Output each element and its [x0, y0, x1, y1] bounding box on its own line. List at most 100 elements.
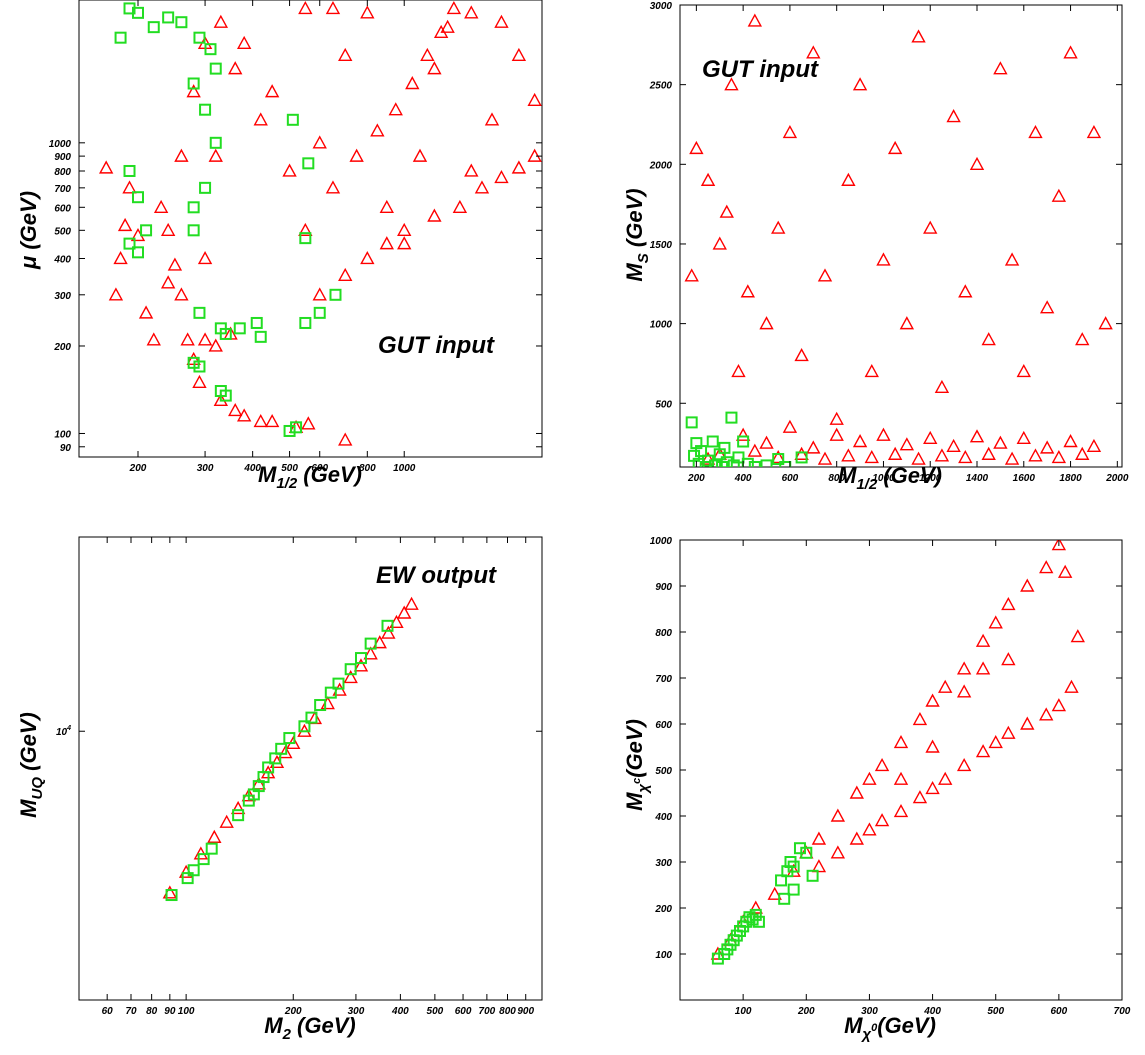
data-point-triangle	[794, 446, 809, 460]
data-point-triangle	[829, 427, 844, 441]
y-tick-label: 1000	[49, 139, 72, 150]
data-point-triangle	[1020, 578, 1035, 592]
data-point-triangle	[862, 771, 877, 785]
data-point-triangle	[934, 448, 950, 462]
data-point-triangle	[360, 251, 375, 265]
data-point-triangle	[174, 148, 189, 162]
data-point-triangle	[771, 449, 786, 464]
y-tick-label: 1000	[650, 320, 673, 331]
data-point-square	[692, 457, 705, 467]
y-axis-label: μ (GeV)	[16, 191, 41, 270]
x-tick-label: 500	[987, 1006, 1004, 1017]
data-point-square	[147, 21, 160, 34]
data-point-triangle	[1039, 707, 1054, 721]
data-point-square	[197, 853, 210, 866]
y-tick-label: 500	[655, 766, 672, 777]
data-point-square	[140, 224, 153, 237]
data-point-square	[737, 435, 750, 448]
x-tick-label: 700	[1114, 1006, 1131, 1017]
data-point-square	[233, 322, 246, 335]
panel-annotation: GUT input	[702, 56, 819, 83]
data-point-square	[175, 16, 188, 29]
x-tick-label: 400	[923, 1006, 941, 1017]
data-point-triangle	[975, 661, 991, 675]
data-point-triangle	[923, 430, 938, 445]
x-tick-label: 2000	[1105, 473, 1129, 484]
plot-frame	[78, 0, 543, 458]
data-point-triangle	[464, 163, 479, 177]
y-tick-label: 900	[655, 582, 672, 593]
data-point-triangle	[969, 429, 985, 443]
data-point-triangle	[186, 84, 201, 98]
data-point-triangle	[197, 251, 213, 265]
data-point-triangle	[874, 757, 890, 772]
data-point-square	[749, 908, 762, 921]
data-point-triangle	[1098, 316, 1113, 330]
data-point-triangle	[213, 14, 229, 28]
data-point-triangle	[925, 739, 940, 753]
data-point-square	[187, 224, 200, 237]
data-point-triangle	[841, 172, 856, 186]
data-point-triangle	[876, 252, 891, 266]
data-point-triangle	[236, 408, 252, 422]
data-point-square	[204, 43, 217, 56]
y-tick-label: 500	[655, 399, 672, 410]
data-point-triangle	[153, 199, 169, 214]
y-tick-label: 900	[54, 152, 71, 163]
y-axis-label: Mχc(GeV)	[622, 719, 652, 811]
data-point-triangle	[208, 148, 223, 162]
data-point-triangle	[724, 77, 739, 91]
data-point-square	[299, 232, 312, 245]
data-point-triangle	[1039, 300, 1055, 314]
data-point-square	[123, 237, 136, 250]
panel-mchic-vs-mchi0: 100 200 300 400 500 600 700 100 200 300 400 500 600 7…	[622, 536, 1131, 1043]
data-point-square	[695, 445, 708, 458]
data-point-triangle	[264, 84, 280, 98]
y-tick-label: 100	[655, 950, 672, 961]
x-tick-label: 600	[782, 473, 799, 484]
markers-group	[162, 596, 419, 902]
data-point-triangle	[1063, 434, 1078, 448]
data-point-square	[250, 316, 263, 329]
data-point-triangle	[1051, 698, 1067, 712]
x-tick-label: 800	[499, 1006, 516, 1017]
data-point-triangle	[864, 363, 879, 378]
data-point-triangle	[167, 257, 183, 271]
data-point-triangle	[988, 734, 1003, 749]
data-point-triangle	[349, 148, 364, 162]
data-point-square	[718, 441, 731, 454]
data-point-square	[778, 892, 791, 905]
data-point-triangle	[146, 332, 161, 346]
data-point-triangle	[874, 813, 890, 827]
data-point-triangle	[925, 780, 940, 795]
data-point-triangle	[338, 267, 353, 282]
data-point-triangle	[956, 757, 972, 772]
data-point-square	[275, 742, 288, 755]
data-point-triangle	[1086, 124, 1102, 139]
data-point-triangle	[993, 435, 1008, 449]
x-tick-label: 80	[146, 1006, 158, 1017]
data-point-triangle	[325, 180, 341, 194]
x-axis-label: M2 (GeV)	[264, 1013, 355, 1043]
x-tick-label: 90	[164, 1006, 176, 1017]
data-point-triangle	[852, 77, 868, 91]
y-tick-label: 300	[655, 858, 672, 869]
y-tick-label: 400	[53, 254, 71, 265]
data-point-triangle	[208, 338, 223, 352]
data-point-triangle	[138, 305, 154, 319]
data-point-square	[298, 720, 311, 733]
data-point-triangle	[700, 172, 716, 186]
data-point-square	[787, 860, 800, 873]
data-point-triangle	[899, 316, 915, 330]
data-point-triangle	[312, 287, 327, 301]
data-point-triangle	[946, 438, 961, 452]
x-tick-label: 1200	[919, 473, 942, 484]
data-point-square	[187, 864, 200, 877]
data-point-triangle	[1004, 252, 1020, 266]
data-point-triangle	[397, 236, 412, 250]
data-point-triangle	[912, 711, 928, 726]
data-point-triangle	[876, 427, 891, 441]
data-point-square	[354, 652, 367, 665]
data-point-square	[787, 883, 800, 896]
data-point-triangle	[372, 635, 387, 649]
